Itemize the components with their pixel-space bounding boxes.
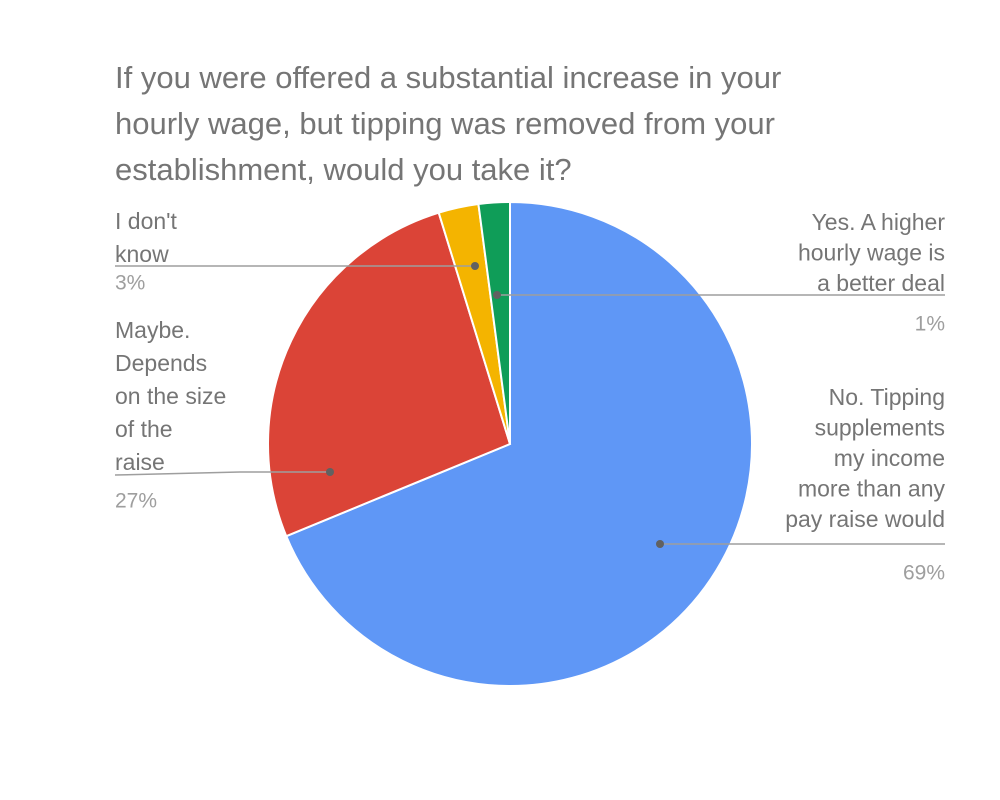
- pie-slice-1[interactable]: [284, 200, 753, 687]
- slice-1-label-line-5: pay raise would: [785, 506, 945, 532]
- slice-1-label-line-3: my income: [834, 445, 945, 471]
- pie-slice-2[interactable]: [267, 211, 512, 538]
- slice-3-label-line-1: I don't: [115, 208, 178, 234]
- chart-title-line-2: hourly wage, but tipping was removed fro…: [115, 106, 775, 141]
- slice-1-percent: 69%: [903, 562, 945, 585]
- chart-title-line-1: If you were offered a substantial increa…: [115, 60, 782, 95]
- leader-dot-4: [493, 291, 501, 299]
- slice-3-label-line-2: know: [115, 241, 169, 267]
- pie-labels: No. Tipping supplements my income more than…: [114, 208, 946, 585]
- slice-2-label-line-5: raise: [115, 449, 165, 475]
- slice-4-label-line-1: Yes. A higher: [812, 209, 946, 235]
- slice-2-label-line-3: on the size: [115, 383, 226, 409]
- slice-2-label-line-4: of the: [115, 416, 173, 442]
- slice-1-label-line-4: more than any: [798, 475, 946, 501]
- slice-4-label-line-2: hourly wage is: [798, 239, 945, 265]
- slice-1-label-line-1: No. Tipping: [829, 384, 945, 410]
- pie-slices: [267, 200, 753, 687]
- slice-4-percent: 1%: [915, 313, 945, 336]
- leader-line-tail-2: [114, 471, 241, 476]
- leader-dot-2: [326, 468, 334, 476]
- slice-2-label-line-2: Depends: [115, 350, 207, 376]
- slice-2-label-line-1: Maybe.: [115, 317, 190, 343]
- slice-3-percent: 3%: [115, 272, 145, 295]
- slice-1-label-line-2: supplements: [815, 414, 945, 440]
- leader-dot-1: [656, 540, 664, 548]
- chart-title-line-3: establishment, would you take it?: [115, 152, 572, 187]
- pie-slice-4[interactable]: [477, 200, 511, 445]
- slice-2-percent: 27%: [115, 490, 157, 513]
- leader-dot-3: [471, 262, 479, 270]
- slice-4-label-line-3: a better deal: [817, 270, 945, 296]
